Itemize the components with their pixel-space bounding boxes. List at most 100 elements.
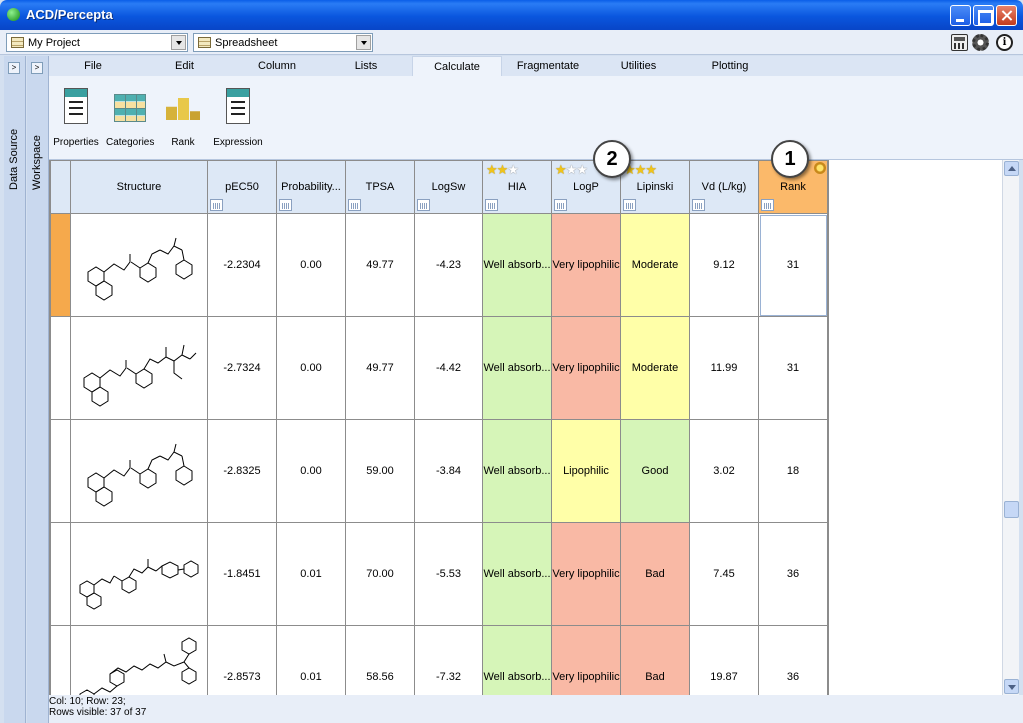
data-source-pane[interactable]: > Data Source	[4, 56, 26, 723]
menu-utilities[interactable]: Utilities	[620, 60, 657, 72]
logsw-cell[interactable]: -4.23	[414, 213, 483, 317]
structure-cell[interactable]	[70, 419, 208, 523]
logp-cell[interactable]: Lipophilic	[551, 419, 621, 523]
hia-cell[interactable]: Well absorb...	[482, 522, 552, 626]
logsw-cell[interactable]: -4.42	[414, 316, 483, 420]
rank-cell[interactable]: 31	[758, 316, 828, 420]
lipinski-cell[interactable]: Bad	[620, 522, 690, 626]
spreadsheet-grid[interactable]: Structure pEC50 Probability... TPSA LogS…	[49, 160, 1002, 695]
hia-cell[interactable]: Well absorb...	[482, 419, 552, 523]
vertical-scrollbar[interactable]	[1002, 160, 1019, 695]
vd-cell[interactable]: 9.12	[689, 213, 759, 317]
histogram-icon[interactable]	[417, 199, 430, 211]
menu-plotting[interactable]: Plotting	[711, 60, 749, 72]
logsw-cell[interactable]: -7.32	[414, 625, 483, 695]
logsw-cell[interactable]: -5.53	[414, 522, 483, 626]
lipinski-cell[interactable]: Good	[620, 419, 690, 523]
workspace-pane[interactable]: > Workspace	[27, 56, 49, 723]
row-selector[interactable]	[50, 522, 71, 626]
column-header-tpsa[interactable]: TPSA	[345, 160, 415, 214]
menu-column[interactable]: Column	[258, 60, 296, 72]
probability-cell[interactable]: 0.00	[276, 316, 346, 420]
logp-cell[interactable]: Very lipophilic	[551, 316, 621, 420]
structure-cell[interactable]	[70, 625, 208, 695]
star-icon[interactable]: ★	[645, 162, 657, 177]
row-selector-header[interactable]	[50, 160, 71, 214]
scroll-thumb[interactable]	[1004, 501, 1019, 518]
tpsa-cell[interactable]: 59.00	[345, 419, 415, 523]
star-icon[interactable]: ★	[624, 162, 636, 177]
pec50-cell[interactable]: -2.2304	[207, 213, 277, 317]
close-button[interactable]	[996, 5, 1017, 26]
logsw-cell[interactable]: -3.84	[414, 419, 483, 523]
lipinski-cell[interactable]: Moderate	[620, 213, 690, 317]
expand-arrow-icon[interactable]: >	[8, 62, 20, 74]
info-icon[interactable]: i	[996, 34, 1013, 51]
menu-edit[interactable]: Edit	[175, 60, 194, 72]
star-icon[interactable]: ★	[486, 162, 498, 177]
histogram-icon[interactable]	[623, 199, 636, 211]
probability-cell[interactable]: 0.01	[276, 522, 346, 626]
scroll-down-button[interactable]	[1004, 679, 1019, 694]
logp-cell[interactable]: Very lipophilic	[551, 625, 621, 695]
row-selector[interactable]	[50, 213, 71, 317]
chevron-down-icon[interactable]	[356, 35, 371, 50]
row-selector[interactable]	[50, 316, 71, 420]
pec50-cell[interactable]: -1.8451	[207, 522, 277, 626]
minimize-button[interactable]	[950, 5, 971, 26]
data-source-label[interactable]: Data Source	[8, 128, 20, 190]
star-icon[interactable]: ★	[634, 162, 647, 177]
star-icon[interactable]: ★	[507, 162, 519, 177]
scroll-up-button[interactable]	[1004, 161, 1019, 176]
rank-cell[interactable]: 31	[758, 213, 828, 317]
probability-cell[interactable]: 0.01	[276, 625, 346, 695]
star-icon[interactable]: ★	[496, 162, 509, 177]
star-icon[interactable]: ★	[555, 162, 567, 177]
rank-cell[interactable]: 36	[758, 625, 828, 695]
histogram-icon[interactable]	[554, 199, 567, 211]
rank-cell[interactable]: 36	[758, 522, 828, 626]
expand-arrow-icon[interactable]: >	[31, 62, 43, 74]
tpsa-cell[interactable]: 49.77	[345, 213, 415, 317]
menu-calculate[interactable]: Calculate	[412, 56, 502, 76]
expression-button[interactable]: Expression	[212, 84, 264, 156]
vd-cell[interactable]: 3.02	[689, 419, 759, 523]
column-header-logsw[interactable]: LogSw	[414, 160, 483, 214]
column-header-pec50[interactable]: pEC50	[207, 160, 277, 214]
menu-lists[interactable]: Lists	[354, 60, 378, 72]
vd-cell[interactable]: 19.87	[689, 625, 759, 695]
pec50-cell[interactable]: -2.7324	[207, 316, 277, 420]
column-header-probability[interactable]: Probability...	[276, 160, 346, 214]
column-header-lipinski[interactable]: ★★★ Lipinski	[620, 160, 690, 214]
structure-cell[interactable]	[70, 316, 208, 420]
workspace-label[interactable]: Workspace	[31, 135, 43, 190]
logp-cell[interactable]: Very lipophilic	[551, 213, 621, 317]
probability-cell[interactable]: 0.00	[276, 419, 346, 523]
properties-button[interactable]: Properties	[53, 84, 99, 156]
vd-cell[interactable]: 11.99	[689, 316, 759, 420]
tpsa-cell[interactable]: 70.00	[345, 522, 415, 626]
vd-cell[interactable]: 7.45	[689, 522, 759, 626]
pec50-cell[interactable]: -2.8325	[207, 419, 277, 523]
categories-button[interactable]: Categories	[106, 84, 154, 156]
menu-file[interactable]: File	[84, 60, 102, 72]
star-rating[interactable]: ★★★	[555, 162, 588, 177]
column-header-structure[interactable]: Structure	[70, 160, 208, 214]
rank-cell[interactable]: 18	[758, 419, 828, 523]
tpsa-cell[interactable]: 49.77	[345, 316, 415, 420]
hia-cell[interactable]: Well absorb...	[482, 316, 552, 420]
star-rating[interactable]: ★★★	[624, 162, 657, 177]
star-icon[interactable]: ★	[576, 162, 588, 177]
table-row[interactable]: -1.8451 0.01 70.00 -5.53 Well absorb... Very …	[50, 522, 829, 626]
project-select[interactable]: My Project	[6, 33, 188, 52]
row-selector[interactable]	[50, 419, 71, 523]
maximize-button[interactable]	[973, 5, 994, 26]
pec50-cell[interactable]: -2.8573	[207, 625, 277, 695]
column-header-vd[interactable]: Vd (L/kg)	[689, 160, 759, 214]
table-row[interactable]: -2.8325 0.00 59.00 -3.84 Well absorb... Lipop…	[50, 419, 829, 523]
hia-cell[interactable]: Well absorb...	[482, 213, 552, 317]
rank-button[interactable]: Rank	[162, 84, 204, 156]
structure-cell[interactable]	[70, 213, 208, 317]
view-select[interactable]: Spreadsheet	[193, 33, 373, 52]
row-selector[interactable]	[50, 625, 71, 695]
